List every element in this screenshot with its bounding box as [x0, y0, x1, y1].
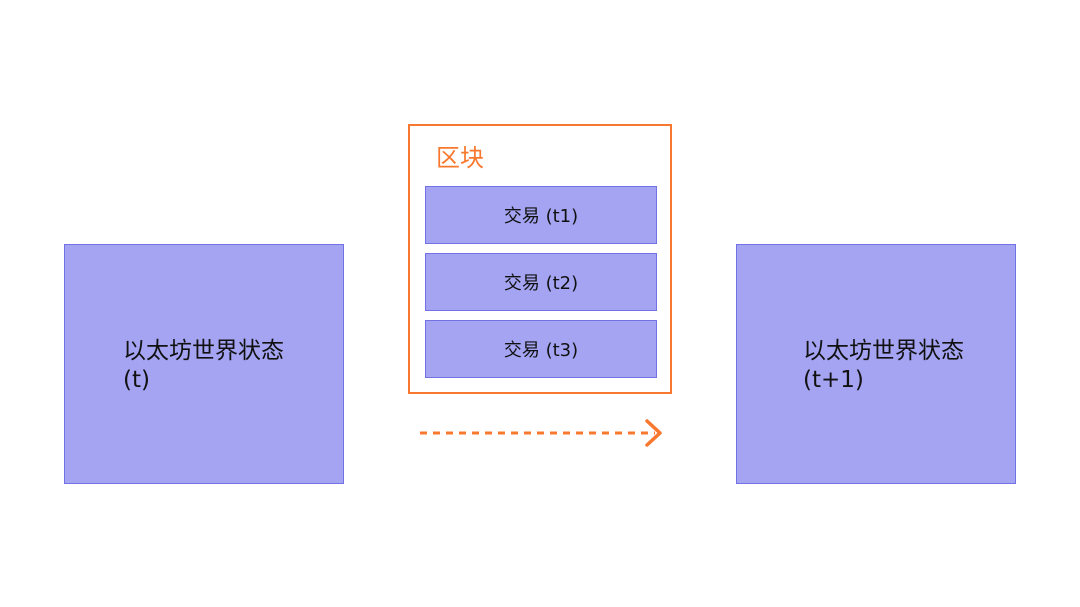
- world-state-after: 以太坊世界状态 (t+1): [736, 244, 1016, 484]
- block-container: 区块 交易 (t1) 交易 (t2) 交易 (t3): [408, 124, 672, 394]
- transaction-t1: 交易 (t1): [425, 186, 657, 244]
- block-title: 区块: [436, 144, 484, 172]
- world-state-after-title: 以太坊世界状态: [803, 338, 964, 364]
- transaction-t2: 交易 (t2): [425, 253, 657, 311]
- transaction-t3: 交易 (t3): [425, 320, 657, 378]
- arrow-head-icon: [645, 419, 662, 447]
- world-state-before-title: 以太坊世界状态: [123, 338, 284, 364]
- world-state-before-time: (t): [123, 367, 150, 393]
- world-state-after-time: (t+1): [803, 367, 864, 393]
- world-state-before: 以太坊世界状态 (t): [64, 244, 344, 484]
